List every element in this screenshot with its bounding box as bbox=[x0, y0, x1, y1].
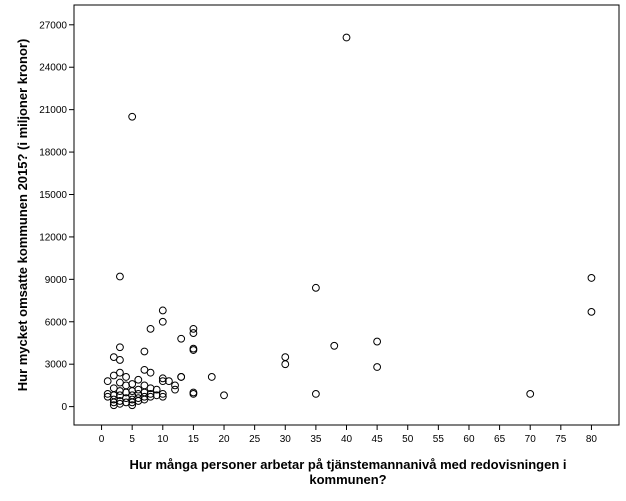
data-point bbox=[122, 373, 130, 381]
data-point bbox=[177, 334, 186, 343]
plot-area bbox=[73, 4, 620, 426]
data-point bbox=[158, 317, 167, 326]
x-tick-label: 50 bbox=[402, 434, 414, 445]
data-point bbox=[140, 365, 149, 374]
data-point bbox=[373, 337, 382, 346]
data-point bbox=[220, 391, 228, 400]
data-point bbox=[140, 392, 149, 401]
data-point bbox=[158, 306, 167, 315]
data-point bbox=[177, 373, 186, 381]
data-point bbox=[134, 385, 143, 394]
data-point bbox=[116, 272, 124, 281]
data-point bbox=[128, 112, 137, 121]
y-tick-label: 0 bbox=[61, 402, 67, 413]
x-axis-label-line-1: Hur många personer arbetar på tjänsteman… bbox=[129, 457, 566, 472]
data-point bbox=[189, 324, 198, 333]
x-tick-label: 5 bbox=[129, 434, 135, 445]
data-point bbox=[587, 274, 596, 282]
x-tick-label: 75 bbox=[555, 434, 567, 445]
data-point bbox=[158, 389, 167, 398]
data-point bbox=[171, 381, 179, 390]
data-point bbox=[158, 377, 167, 386]
data-point bbox=[171, 385, 179, 394]
y-tick-label: 15000 bbox=[39, 190, 67, 201]
x-axis-ticks: 0 5 10 15 20 25 30 35 40 45 50 55 60 65 70 75 80 bbox=[99, 425, 598, 445]
data-point bbox=[116, 356, 124, 364]
data-point bbox=[189, 329, 198, 337]
x-tick-label: 35 bbox=[310, 434, 322, 445]
x-tick-label: 20 bbox=[218, 434, 230, 445]
data-point bbox=[103, 377, 112, 386]
x-tick-label: 30 bbox=[280, 434, 292, 445]
data-point bbox=[116, 368, 124, 377]
x-tick-label: 80 bbox=[586, 434, 598, 445]
data-point bbox=[116, 391, 124, 400]
data-point bbox=[152, 385, 161, 394]
x-tick-label: 55 bbox=[433, 434, 445, 445]
data-point bbox=[109, 353, 118, 362]
data-point bbox=[109, 371, 118, 380]
data-point bbox=[330, 341, 339, 350]
x-tick-label: 70 bbox=[525, 434, 537, 445]
x-tick-label: 0 bbox=[99, 434, 105, 445]
data-point bbox=[526, 389, 535, 398]
data-point bbox=[128, 401, 137, 410]
x-tick-label: 15 bbox=[188, 434, 200, 445]
data-point bbox=[134, 375, 143, 384]
data-point bbox=[189, 389, 198, 398]
y-tick-label: 27000 bbox=[39, 20, 67, 31]
y-tick-label: 12000 bbox=[39, 232, 67, 243]
x-tick-label: 10 bbox=[157, 434, 169, 445]
x-tick-label: 40 bbox=[341, 434, 353, 445]
y-tick-label: 6000 bbox=[45, 317, 68, 328]
x-tick-label: 65 bbox=[494, 434, 506, 445]
data-point bbox=[146, 368, 155, 377]
x-tick-label: 45 bbox=[372, 434, 384, 445]
data-point bbox=[140, 347, 149, 356]
data-points bbox=[103, 33, 596, 410]
x-axis-label-line-2: kommunen? bbox=[309, 472, 386, 487]
y-axis-ticks: 0 3000 6000 9000 12000 15000 18000 21000 24000 27… bbox=[39, 20, 74, 413]
data-point bbox=[122, 398, 130, 407]
data-point bbox=[207, 373, 216, 381]
y-tick-label: 18000 bbox=[39, 148, 67, 159]
data-point bbox=[116, 343, 124, 352]
data-point bbox=[373, 363, 382, 371]
y-tick-label: 3000 bbox=[45, 360, 68, 371]
data-point bbox=[587, 307, 596, 316]
data-point bbox=[311, 389, 320, 398]
data-point bbox=[342, 33, 351, 42]
data-point bbox=[158, 392, 167, 401]
y-tick-label: 9000 bbox=[45, 275, 68, 286]
x-tick-label: 25 bbox=[249, 434, 261, 445]
data-point bbox=[146, 324, 155, 333]
data-point bbox=[140, 395, 149, 404]
x-tick-label: 60 bbox=[463, 434, 475, 445]
data-point bbox=[189, 346, 198, 354]
y-tick-label: 24000 bbox=[39, 63, 67, 74]
y-axis-label: Hur mycket omsatte kommunen 2015? (i mil… bbox=[15, 39, 30, 392]
data-point bbox=[281, 360, 290, 369]
data-point bbox=[116, 378, 124, 387]
data-point bbox=[158, 374, 167, 383]
data-point bbox=[311, 283, 320, 292]
data-point bbox=[165, 377, 173, 386]
y-tick-label: 21000 bbox=[39, 105, 67, 116]
